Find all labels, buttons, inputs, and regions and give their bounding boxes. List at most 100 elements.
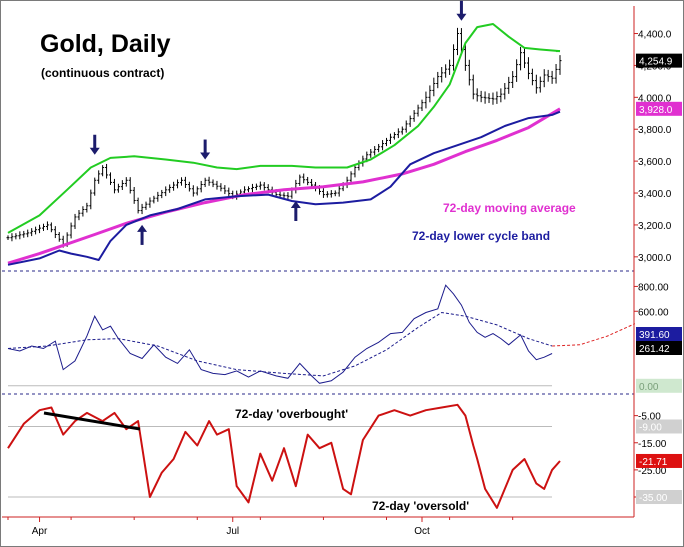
price-bar	[199, 180, 203, 193]
price-bar	[534, 74, 538, 94]
price-bar	[148, 197, 152, 208]
price-y-tick-label: 3,400.0	[638, 189, 672, 200]
price-bar	[128, 177, 132, 194]
oscillator-value-tag: 261.42	[636, 341, 682, 355]
price-bar	[195, 186, 199, 196]
price-bar	[412, 110, 416, 122]
oscillator-panel: 600.00 800.00 391.60 261.42 0.00	[7, 282, 682, 393]
price-bar	[97, 170, 101, 184]
price-bar	[325, 191, 329, 198]
price-bar	[424, 91, 428, 109]
oscillator-zero-tag-text: 0.00	[639, 382, 659, 393]
price-bar	[77, 210, 81, 221]
price-bar	[515, 59, 519, 82]
price-bar	[353, 164, 357, 178]
price-bar	[223, 185, 227, 195]
price-bar	[227, 187, 231, 197]
cycle-top-arrow-icon	[89, 134, 100, 155]
price-y-tick-label: 3,200.0	[638, 221, 672, 232]
moving-average-label: 72-day moving average	[443, 201, 576, 215]
arrow-head	[89, 147, 100, 155]
price-bar	[369, 148, 373, 158]
arrow-head	[200, 152, 211, 160]
time-axis-label: Jul	[226, 526, 239, 537]
arrow-head	[137, 224, 148, 232]
price-bar	[530, 68, 534, 86]
cycle-top-arrow-icon	[456, 0, 467, 21]
price-bar	[420, 99, 424, 111]
price-bar	[448, 59, 452, 75]
price-bar	[286, 192, 290, 200]
chart-title: Gold, Daily	[40, 30, 171, 58]
price-bar	[526, 57, 530, 80]
moving-average-tag-bg	[636, 101, 682, 116]
price-bar	[179, 177, 183, 186]
price-bar	[183, 176, 187, 188]
price-bar	[542, 69, 546, 88]
oscillator-average-tag-text: 391.60	[639, 330, 670, 341]
oscillator-zero-tag-bg	[636, 378, 682, 393]
cycle-top-arrow-icon	[200, 139, 211, 160]
oscillator-average-tag: 391.60	[636, 327, 682, 341]
price-bar	[38, 224, 42, 234]
price-bar	[10, 233, 14, 242]
price-bar	[57, 232, 61, 242]
price-bar	[120, 180, 124, 190]
price-bar	[452, 44, 456, 71]
price-bar	[211, 179, 215, 188]
oversold-tag-bg	[636, 490, 682, 505]
price-bar	[105, 163, 109, 179]
price-bar	[302, 173, 306, 184]
price-bar	[258, 181, 262, 190]
price-bar	[191, 185, 195, 197]
price-bar	[250, 183, 254, 193]
last-price-tag-bg	[636, 53, 682, 68]
price-bar	[550, 70, 554, 84]
price-bar	[306, 176, 310, 186]
price-y-tick-label: 3,800.0	[638, 125, 672, 136]
price-bar	[436, 71, 440, 89]
price-bar	[168, 184, 172, 193]
price-bar	[432, 77, 436, 97]
price-bar	[538, 76, 542, 93]
price-bar	[164, 186, 168, 197]
price-bar	[381, 140, 385, 151]
price-bar	[282, 192, 286, 199]
price-bar	[22, 230, 26, 238]
price-bar	[373, 146, 377, 156]
overbought-tag-bg	[636, 419, 682, 434]
price-bar	[18, 231, 22, 240]
last-price-tag-text: 4,254.9	[639, 57, 673, 68]
price-bar	[483, 91, 487, 104]
price-bar	[69, 222, 73, 239]
oscillator-value-tag-text: 261.42	[639, 344, 670, 355]
last-price-tag: 4,254.9	[636, 53, 682, 68]
price-bar	[392, 132, 396, 140]
price-bar	[479, 90, 483, 103]
price-bar	[85, 202, 89, 213]
cycle-bottom-arrow-icon	[290, 201, 301, 222]
price-bar	[321, 188, 325, 198]
oscillator-average-tag-bg	[636, 327, 682, 341]
chart-subtitle: (continuous contract)	[41, 66, 164, 80]
price-bar	[495, 91, 499, 104]
indicator-value-tag: -21.71	[636, 453, 682, 468]
price-bar	[337, 185, 341, 197]
oversold-tag: -35.00	[636, 490, 682, 505]
price-bar	[172, 181, 176, 191]
price-bar	[140, 203, 144, 215]
overbought-tag-text: -9.00	[639, 422, 662, 433]
price-bar	[554, 64, 558, 84]
price-bar	[471, 74, 475, 100]
price-bar	[519, 46, 523, 71]
price-bar	[160, 189, 164, 199]
price-bar	[475, 88, 479, 102]
price-bar	[93, 177, 97, 196]
price-bar	[176, 179, 180, 189]
price-bar	[45, 221, 49, 231]
cycle-bottom-arrow-icon	[137, 224, 148, 245]
arrow-head	[456, 13, 467, 21]
series-upper-line	[7, 23, 561, 234]
indicator-value-tag-bg	[636, 453, 682, 468]
